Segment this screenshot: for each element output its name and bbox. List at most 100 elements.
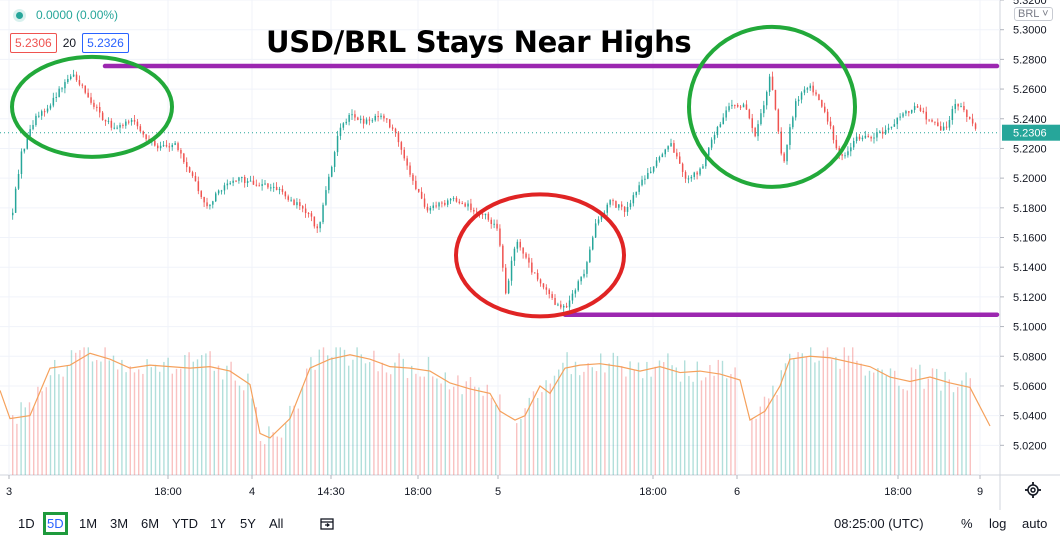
candle-body (502, 245, 504, 268)
timeframe-ytd[interactable]: YTD (172, 516, 198, 531)
candles (12, 69, 977, 312)
candle-body (870, 136, 872, 139)
candle-body (594, 223, 597, 238)
volume-bar (919, 364, 921, 475)
candle-body (293, 199, 295, 206)
candle-body (17, 173, 20, 189)
candle-body (667, 146, 669, 150)
candle-body (797, 99, 800, 102)
candle-body (223, 185, 226, 191)
candle-body (490, 219, 492, 224)
volume-bar (436, 378, 438, 475)
candle-body (273, 186, 275, 188)
volume-bar (58, 374, 60, 475)
candle-body (20, 151, 23, 174)
volume-bar (276, 436, 278, 475)
timeframe-6m[interactable]: 6M (141, 516, 160, 531)
candle-body (217, 190, 220, 194)
settings-gear-icon[interactable] (1024, 481, 1042, 504)
candle-body (275, 186, 278, 190)
volume-bar (301, 386, 304, 475)
candle-body (371, 120, 374, 122)
candle-body (835, 139, 838, 149)
candle-body (481, 213, 484, 216)
candle-body (319, 222, 321, 229)
candle-body (919, 107, 922, 111)
candle-body (67, 78, 69, 83)
timeframe-all[interactable]: All (269, 516, 284, 531)
candle-body (928, 119, 930, 121)
volume-bar (902, 389, 904, 475)
timeframe-1m[interactable]: 1M (79, 516, 98, 531)
x-tick-label: 18:00 (404, 486, 432, 498)
volume-bar (238, 385, 241, 475)
candle-body (455, 197, 458, 202)
volume-bar (532, 391, 535, 475)
candle-body (342, 123, 345, 128)
y-tick-label: 5.1800 (1013, 203, 1047, 215)
candle-body (690, 176, 693, 179)
volume-bar (831, 359, 833, 475)
y-tick-label: 5.1400 (1013, 262, 1047, 274)
candle-body (534, 272, 536, 274)
time-readout[interactable]: 08:25:00 (UTC) (834, 516, 924, 531)
bid-price[interactable]: 5.2306 (10, 33, 57, 53)
volume-bar (381, 362, 383, 475)
volume-bar (91, 361, 94, 475)
candle-body (493, 223, 495, 225)
volume-bar (427, 356, 430, 475)
candle-body (139, 126, 142, 132)
candle-body (951, 109, 954, 121)
candle-body (592, 237, 594, 250)
candle-body (339, 127, 342, 136)
compare-icon[interactable] (319, 516, 335, 535)
volume-bar (180, 368, 182, 475)
candle-body (487, 213, 490, 220)
candle-body (365, 119, 368, 124)
bid-ask-row: 5.2306 20 5.2326 (10, 33, 129, 53)
price-chart[interactable]: 5.3200 5.3000 5.2800 5.2600 5.2400 5.2200 5.20… (0, 0, 1060, 510)
volume-bar (306, 368, 308, 475)
red-annotation-circle (454, 192, 626, 319)
log-toggle[interactable]: log (989, 516, 1007, 531)
auto-toggle[interactable]: auto (1022, 516, 1048, 531)
ask-price[interactable]: 5.2326 (82, 33, 129, 53)
volume-bar (159, 371, 161, 475)
candle-body (890, 126, 893, 128)
volume-bar (658, 360, 661, 475)
currency-selector[interactable]: BRL ˅ (1014, 7, 1053, 21)
volume-bar (62, 376, 64, 475)
percent-toggle[interactable]: % (961, 516, 973, 531)
y-tick-label: 5.3000 (1013, 25, 1047, 37)
timeframe-3m[interactable]: 3M (110, 516, 129, 531)
candle-body (884, 129, 887, 134)
volume-bar (100, 361, 102, 475)
candle-body (96, 106, 98, 108)
volume-bar (327, 355, 329, 475)
candle-body (116, 127, 118, 129)
volume-bar (793, 359, 795, 475)
timeframe-5y[interactable]: 5Y (240, 516, 256, 531)
timeframe-1d[interactable]: 1D (18, 516, 35, 531)
candle-body (716, 126, 719, 136)
candle-body (629, 203, 632, 208)
x-tick-label: 18:00 (884, 486, 912, 498)
volume-bar (285, 423, 287, 475)
candle-body (64, 82, 66, 89)
candle-body (322, 204, 324, 223)
candle-body (444, 202, 446, 205)
candle-body (432, 205, 434, 208)
volume-bars (12, 347, 971, 475)
candle-body (429, 207, 432, 211)
candle-body (310, 213, 313, 217)
candle-body (441, 202, 443, 204)
timeframe-5d[interactable]: 5D (43, 512, 68, 535)
volume-bar (768, 398, 770, 475)
candle-body (249, 180, 252, 182)
candle-body (542, 283, 545, 288)
candle-body (101, 112, 104, 121)
timeframe-1y[interactable]: 1Y (210, 516, 226, 531)
volume-bar (352, 359, 354, 475)
volume-bar (915, 369, 917, 475)
